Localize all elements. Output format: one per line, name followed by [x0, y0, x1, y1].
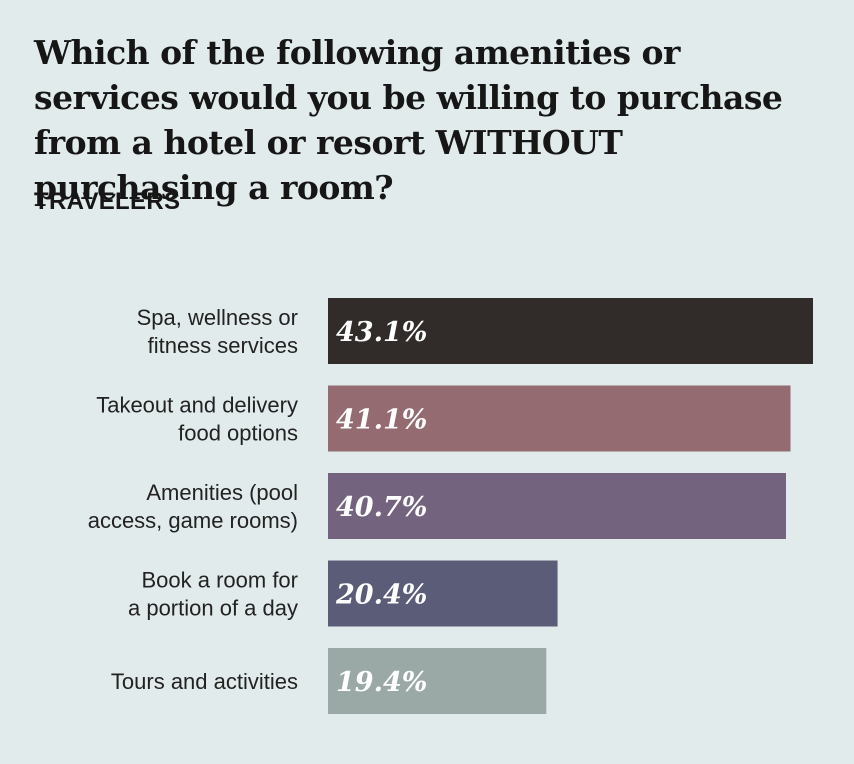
category-label-4-line-1: Book a room for	[141, 568, 298, 593]
category-label-4-line-2: a portion of a day	[128, 596, 298, 621]
bar-value-label-3: 40.7%	[336, 492, 427, 523]
category-label-5-line-1: Tours and activities	[111, 669, 298, 694]
bar-1	[328, 298, 813, 364]
chart-title: Which of the following amenities or serv…	[34, 33, 783, 207]
bar-3	[328, 473, 786, 539]
category-label-3-line-2: access, game rooms)	[88, 508, 298, 533]
bar-value-label-4: 20.4%	[335, 580, 427, 611]
category-label-3-line-1: Amenities (pool	[146, 480, 298, 505]
bar-value-label-1: 43.1%	[336, 317, 427, 348]
category-label-2-line-1: Takeout and delivery	[96, 393, 298, 418]
bar-value-label-5: 19.4%	[336, 667, 427, 698]
bar-4	[328, 560, 558, 627]
bar-value-label-2: 41.1%	[336, 405, 427, 436]
chart-subtitle: TRAVELERS	[34, 188, 181, 215]
category-label-2-line-2: food options	[178, 421, 298, 446]
category-label-1-line-1: Spa, wellness or	[137, 305, 298, 330]
bar-5	[328, 648, 547, 714]
category-label-1-line-2: fitness services	[148, 333, 298, 358]
bar-2	[328, 385, 791, 452]
